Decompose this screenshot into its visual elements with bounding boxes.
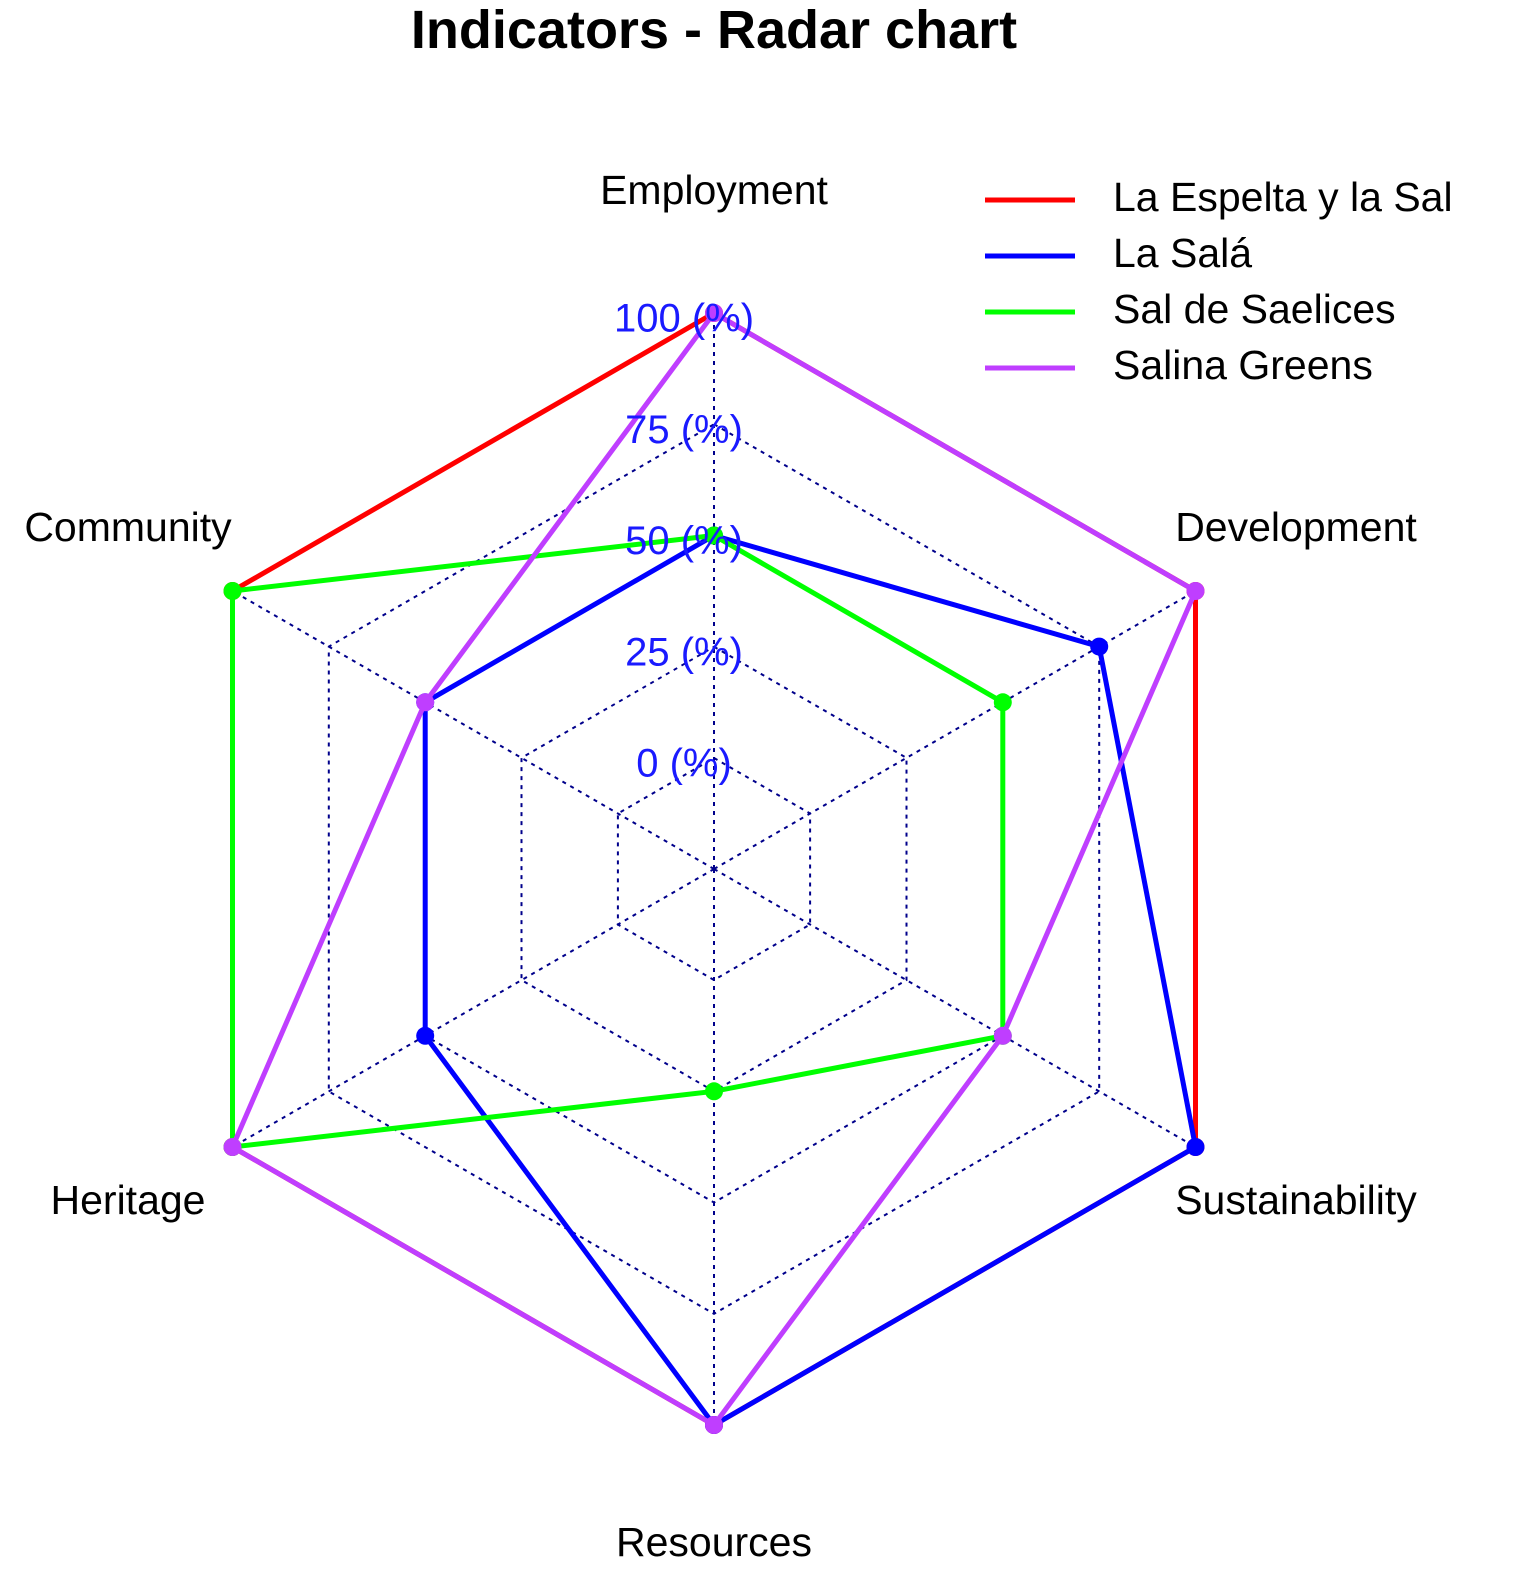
data-point-salina-greens-development (1186, 582, 1205, 600)
data-point-la-sala-development (1090, 637, 1109, 656)
data-point-salina-greens-sustainability (993, 1026, 1012, 1045)
spoke-community (231, 590, 715, 870)
data-point-salina-greens-employment (705, 304, 723, 322)
chart-title: Indicators - Radar chart (411, 0, 1017, 60)
spoke-sustainability (713, 868, 1197, 1148)
series-group (223, 304, 1205, 1434)
legend-label: La Salá (1113, 230, 1252, 276)
axis-label-employment: Employment (600, 167, 828, 213)
axis-label-resources: Resources (616, 1519, 812, 1565)
axis-label-community: Community (24, 504, 232, 550)
legend-label: La Espelta y la Sal (1113, 174, 1453, 220)
axis-label-development: Development (1175, 504, 1417, 550)
tick-label-0: 0 (%) (636, 742, 732, 786)
data-point-sal-de-saelices-employment (705, 526, 723, 545)
data-point-la-sala-sustainability (1186, 1138, 1205, 1156)
data-point-salina-greens-resources (705, 1416, 723, 1434)
data-point-sal-de-saelices-development (993, 693, 1012, 712)
radar-spokes (231, 313, 1197, 1425)
spoke-development (713, 590, 1197, 870)
axis-label-heritage: Heritage (51, 1177, 206, 1223)
legend-label: Salina Greens (1113, 342, 1373, 388)
data-point-sal-de-saelices-community (223, 582, 242, 600)
data-point-salina-greens-community (416, 693, 435, 712)
data-point-salina-greens-heritage (223, 1138, 242, 1156)
series-line-sal-de-saelices (230, 532, 1006, 1150)
data-point-la-sala-heritage (416, 1026, 435, 1045)
axis-label-sustainability: Sustainability (1175, 1177, 1417, 1223)
legend-label: Sal de Saelices (1113, 286, 1396, 332)
legend-item-salina-greens: Salina Greens (985, 342, 1373, 388)
axis-labels: Employment Development Sustainability Resou… (24, 167, 1417, 1565)
data-point-sal-de-saelices-resources (705, 1082, 723, 1101)
tick-label-25: 25 (%) (625, 630, 743, 674)
series-salina-greens (223, 304, 1205, 1434)
legend-item-la-espelta-y-la-sal: La Espelta y la Sal (985, 174, 1453, 220)
tick-label-50: 50 (%) (625, 519, 743, 563)
legend: La Espelta y la Sal La Salá Sal de Saelice… (985, 174, 1453, 388)
legend-item-la-sala: La Salá (985, 230, 1252, 276)
legend-item-sal-de-saelices: Sal de Saelices (985, 286, 1396, 332)
tick-label-75: 75 (%) (625, 408, 743, 452)
radial-tick-labels: 0 (%) 25 (%) 50 (%) 75 (%) 100 (%) (614, 297, 754, 786)
series-sal-de-saelices (223, 526, 1012, 1156)
tick-label-100: 100 (%) (614, 297, 754, 341)
spoke-heritage (231, 868, 715, 1148)
